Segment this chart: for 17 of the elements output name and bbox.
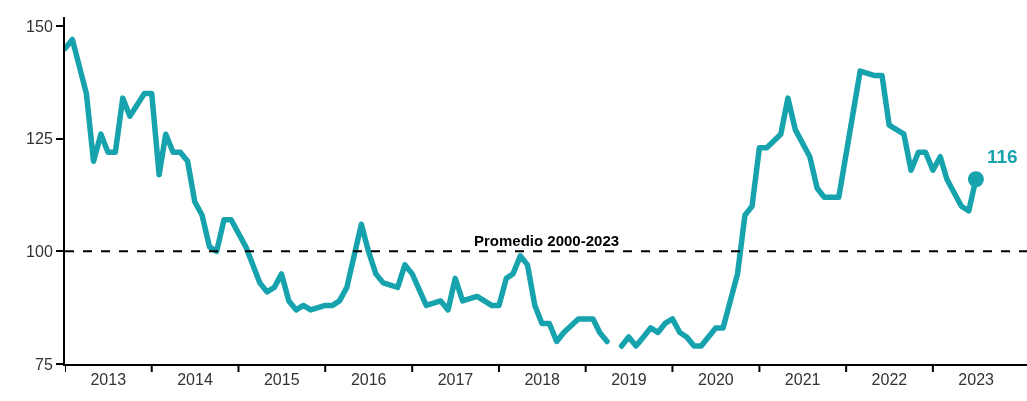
x-tick-label: 2014	[177, 371, 213, 389]
x-tick-label: 2018	[524, 371, 561, 389]
ref-line-label: Promedio 2000-2023	[474, 232, 620, 249]
y-tick-label: 125	[26, 130, 53, 148]
x-tick-label: 2022	[871, 371, 908, 389]
x-tick-label: 2019	[611, 371, 647, 389]
x-tick-label: 2023	[958, 371, 995, 389]
data-label: 116	[986, 146, 1018, 168]
y-tick-label: 75	[35, 355, 53, 373]
x-tick-label: 2020	[698, 371, 734, 389]
x-tick-label: 2017	[437, 371, 474, 389]
x-tick-label: 2013	[90, 371, 127, 389]
x-tick-label: 2016	[350, 371, 387, 389]
y-tick-label: 100	[26, 242, 53, 260]
x-tick-label: 2015	[263, 371, 300, 389]
y-tick-label: 150	[26, 17, 53, 35]
x-tick-label: 2021	[784, 371, 821, 389]
